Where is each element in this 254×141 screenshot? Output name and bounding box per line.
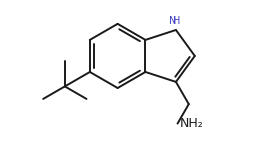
- Text: H: H: [173, 16, 180, 26]
- Text: N: N: [169, 16, 177, 26]
- Text: NH₂: NH₂: [180, 117, 204, 130]
